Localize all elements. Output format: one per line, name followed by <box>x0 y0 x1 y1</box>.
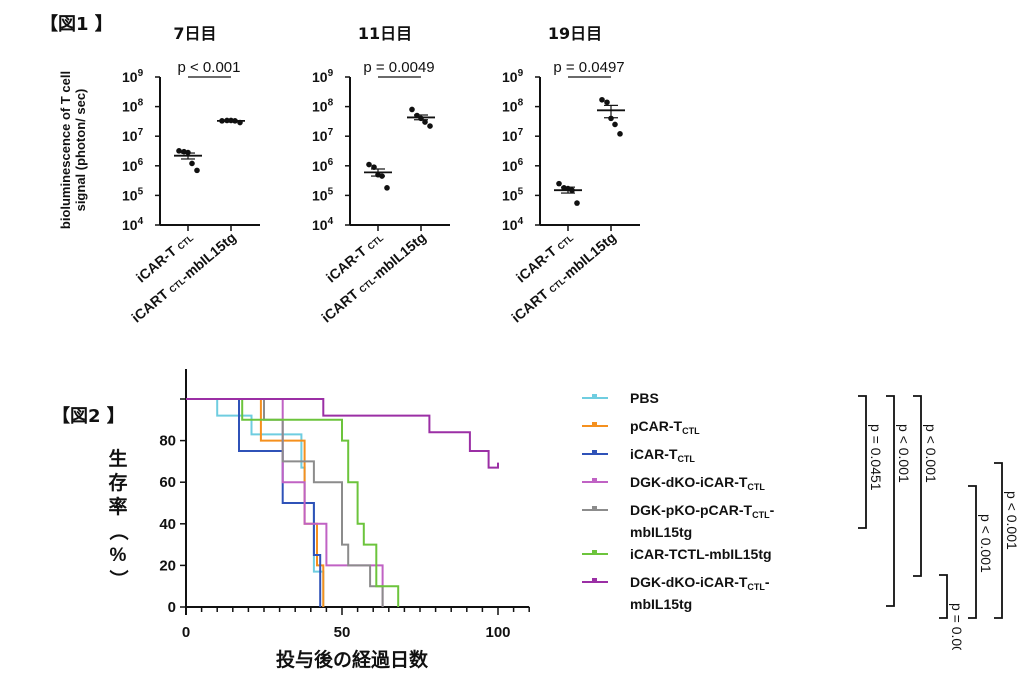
data-point <box>556 180 562 187</box>
y-tick-label: 109 <box>312 68 334 85</box>
y-tick-label: 108 <box>312 98 334 115</box>
km-x-axis-label: 投与後の経過日数 <box>276 648 429 671</box>
data-point <box>366 161 372 168</box>
km-y-axis-label-char: 生 <box>108 447 127 470</box>
panel-title-day7: 7日目 <box>173 24 217 43</box>
km-curve-5 <box>186 398 400 607</box>
pvalue-bracket <box>994 462 1003 619</box>
km-y-axis-label-char: 率 <box>108 495 127 518</box>
km-y-tick-label: 40 <box>159 516 176 533</box>
data-point <box>608 115 614 122</box>
data-point <box>574 200 580 206</box>
p-value-label: p = 0.0049 <box>363 59 434 76</box>
km-y-axis-label-char: % <box>110 545 127 566</box>
data-point <box>189 160 195 167</box>
data-point <box>409 106 415 113</box>
legend-label: DGK-dKO-iCAR-TCTL <box>630 474 765 492</box>
km-y-tick-label: 20 <box>159 557 176 574</box>
data-point <box>176 148 182 154</box>
panel-title-day11: 11日目 <box>357 24 413 43</box>
y-tick-label: 109 <box>122 68 144 85</box>
data-point <box>422 119 428 125</box>
legend-marker-icon <box>592 450 597 455</box>
p-value-label: p = 0.0497 <box>553 59 624 76</box>
km-y-axis-label-char: （ <box>107 521 130 540</box>
km-y-axis-label-char: 存 <box>108 471 127 494</box>
y-tick-label: 106 <box>122 157 144 174</box>
data-point <box>384 185 390 191</box>
y-tick-label: 109 <box>502 68 524 85</box>
fig2-label: 【図2 】 <box>52 406 125 427</box>
km-y-axis-label: 生存率 （% ） <box>107 447 130 589</box>
legend-label: iCAR-TCTL-mbIL15tg <box>630 546 772 562</box>
km-x-tick-label: 0 <box>182 624 190 641</box>
pvalue-label: p = 0.0451 <box>868 424 884 491</box>
y-tick-label: 107 <box>312 127 334 144</box>
km-curve-2 <box>186 398 322 607</box>
pvalue-label: p = 0.001 <box>949 603 965 650</box>
y-tick-label: 104 <box>502 216 524 233</box>
pvalue-bracket <box>886 395 895 607</box>
legend-marker-icon <box>592 506 597 511</box>
p-value-label: p < 0.001 <box>178 59 241 76</box>
pvalue-bracket <box>858 395 867 529</box>
km-curve-6 <box>186 398 499 469</box>
legend-label: DGK-dKO-iCAR-TCTL-mbIL15tg <box>630 574 770 612</box>
y-tick-label: 108 <box>122 98 144 115</box>
km-y-tick-label: 80 <box>159 433 176 450</box>
fig1-label: 【図1 】 <box>40 14 113 35</box>
km-x-tick-label: 100 <box>485 624 510 641</box>
data-point <box>604 99 610 106</box>
legend-label: PBS <box>630 390 659 406</box>
y-tick-label: 108 <box>502 98 524 115</box>
legend-marker-icon <box>592 422 597 427</box>
pvalue-bracket <box>968 485 977 619</box>
data-point <box>617 131 623 137</box>
legend-label: DGK-pKO-pCAR-TCTL-mbIL15tg <box>630 502 775 540</box>
legend-marker-icon <box>592 478 597 483</box>
y-tick-label: 104 <box>312 216 334 233</box>
legend-marker-icon <box>592 550 597 555</box>
panel-title-day19: 19日目 <box>547 24 603 43</box>
y-tick-label: 105 <box>122 186 144 203</box>
pvalue-label: p < 0.001 <box>1004 491 1020 550</box>
y-tick-label: 107 <box>502 127 524 144</box>
y-tick-label: 105 <box>502 186 524 203</box>
data-point <box>612 121 618 128</box>
data-point <box>194 167 200 174</box>
pvalue-label: p < 0.001 <box>923 424 939 483</box>
pvalue-bracket <box>939 574 948 619</box>
y-tick-label: 106 <box>502 157 524 174</box>
legend-label: iCAR-TCTL <box>630 446 695 464</box>
data-point <box>599 96 605 103</box>
data-point <box>427 123 433 129</box>
legend-label: pCAR-TCTL <box>630 418 700 436</box>
fig2-pvalue-brackets: p = 0.0451 p < 0.001 p < 0.001 p < 0.001 p <… <box>858 395 1020 650</box>
km-y-axis-label-char: ） <box>107 569 130 588</box>
legend-marker-icon <box>592 394 597 399</box>
km-x-tick-label: 50 <box>334 624 351 641</box>
km-y-tick-label: 0 <box>168 599 176 616</box>
legend-marker-icon <box>592 578 597 583</box>
pvalue-label: p < 0.001 <box>896 424 912 483</box>
km-y-tick-label: 60 <box>159 474 176 491</box>
y-tick-label: 104 <box>122 216 144 233</box>
km-curve-0 <box>186 398 325 607</box>
y-tick-label: 106 <box>312 157 334 174</box>
pvalue-bracket <box>913 395 922 577</box>
y-tick-label: 107 <box>122 127 144 144</box>
pvalue-label: p < 0.001 <box>978 514 994 573</box>
y-tick-label: 105 <box>312 186 334 203</box>
